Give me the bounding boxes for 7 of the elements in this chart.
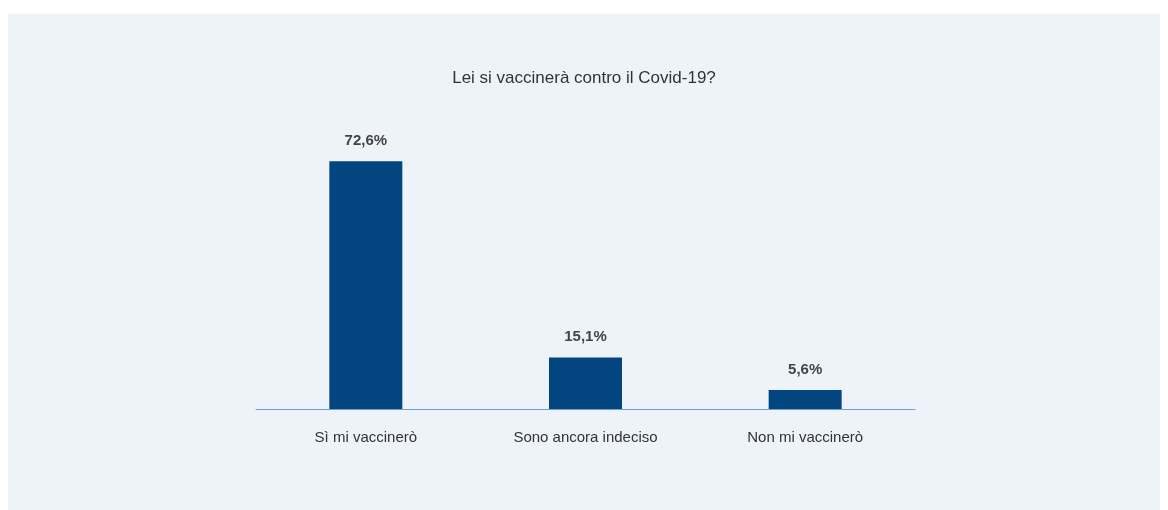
- chart-title: Lei si vaccinerà contro il Covid-19?: [452, 68, 716, 87]
- data-label: 15,1%: [564, 327, 607, 345]
- x-tick-label: Sì mi vaccinerò: [314, 428, 418, 445]
- data-label: 5,6%: [788, 359, 823, 377]
- x-tick-label: Non mi vaccinerò: [747, 428, 864, 445]
- x-tick-label: Sono ancora indeciso: [513, 428, 658, 445]
- data-label: 72,6%: [344, 131, 388, 149]
